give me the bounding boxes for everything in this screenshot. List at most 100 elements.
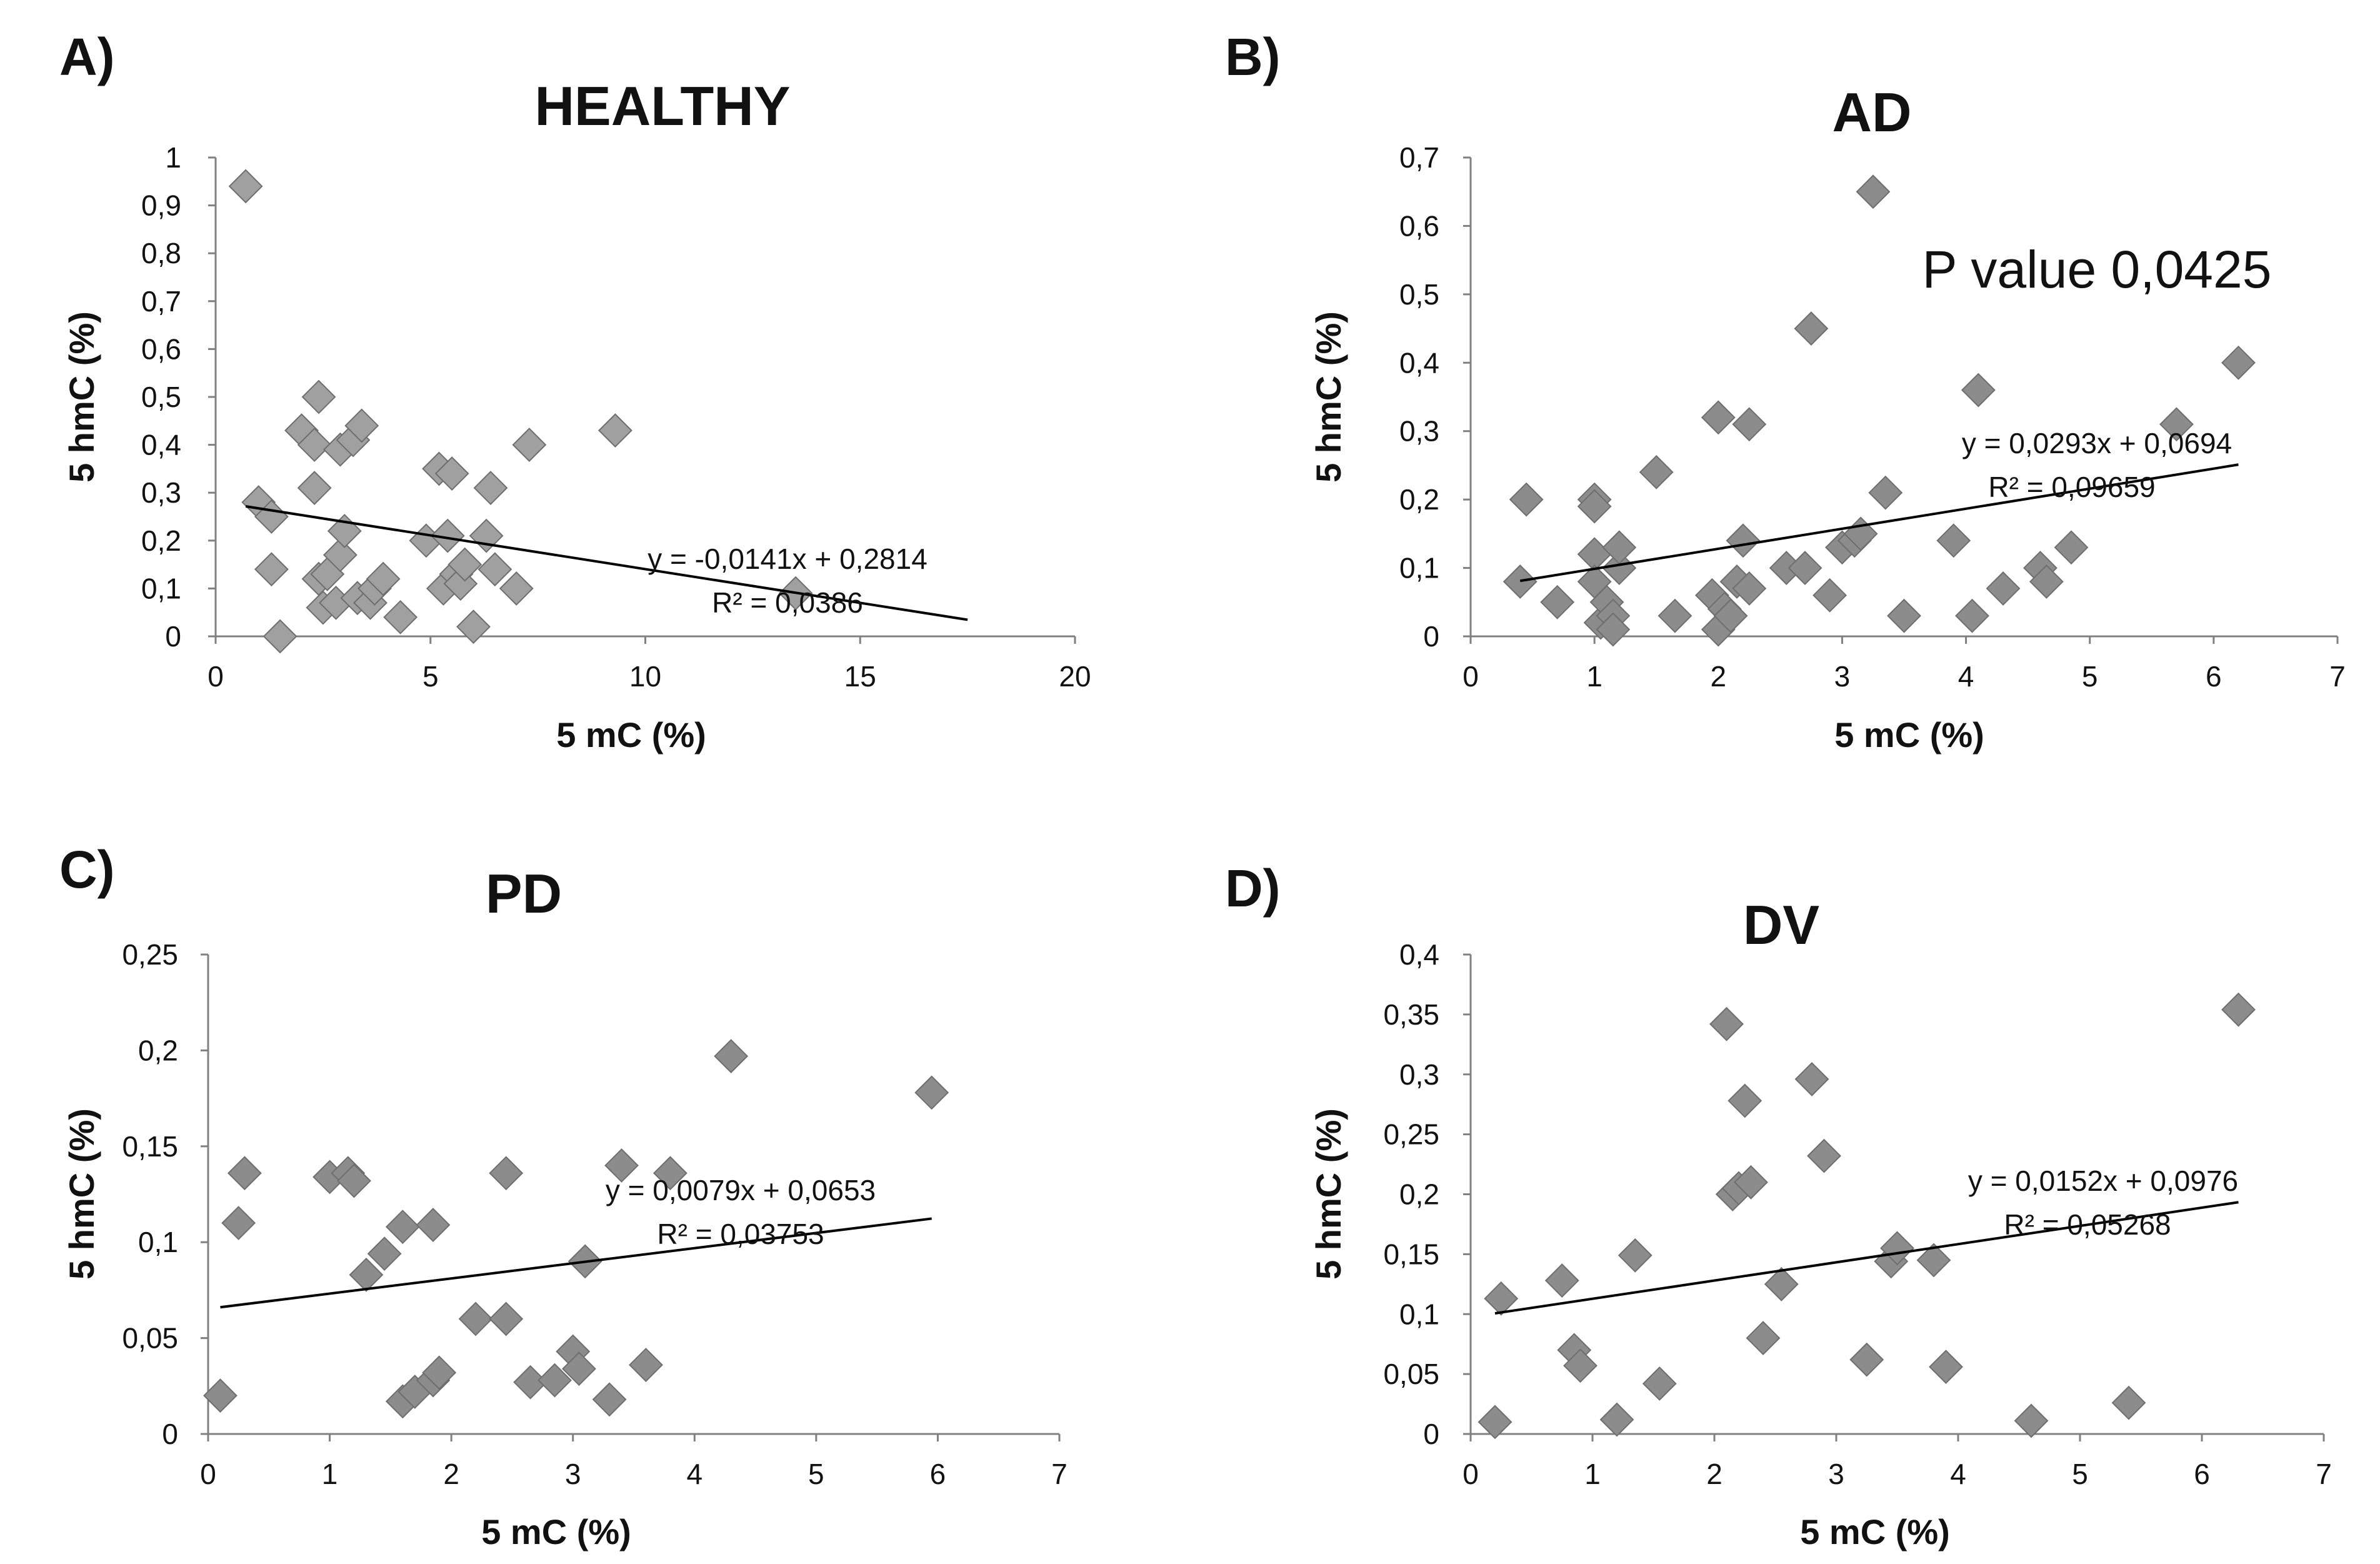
data-point bbox=[499, 571, 534, 606]
data-point bbox=[478, 552, 512, 587]
data-point bbox=[1734, 1165, 1768, 1200]
y-tick-label: 0,1 bbox=[141, 572, 181, 604]
y-tick-label: 0,2 bbox=[1399, 483, 1439, 516]
x-tick-label: 6 bbox=[930, 1458, 946, 1490]
y-tick-label: 0,2 bbox=[141, 524, 181, 557]
data-point bbox=[2014, 1403, 2049, 1438]
x-tick-label: 2 bbox=[1710, 660, 1726, 693]
y-tick-label: 0,2 bbox=[138, 1034, 178, 1066]
x-axis-label: 5 mC (%) bbox=[556, 715, 706, 754]
chart-title: AD bbox=[1832, 81, 1911, 143]
x-tick-label: 3 bbox=[565, 1458, 581, 1490]
x-tick-label: 7 bbox=[2329, 660, 2346, 693]
y-tick-label: 1 bbox=[165, 141, 181, 174]
data-point bbox=[652, 1156, 688, 1191]
data-point bbox=[714, 1039, 749, 1074]
data-point bbox=[1577, 489, 1612, 524]
x-tick-label: 4 bbox=[686, 1458, 702, 1490]
data-point bbox=[337, 1163, 371, 1198]
y-tick-label: 0,7 bbox=[1399, 141, 1439, 174]
data-point bbox=[598, 413, 632, 448]
data-point bbox=[1746, 1321, 1781, 1356]
y-tick-label: 0,3 bbox=[1399, 1058, 1439, 1091]
data-point bbox=[1936, 523, 1971, 558]
data-point bbox=[367, 1236, 402, 1271]
data-point bbox=[385, 1210, 420, 1245]
x-tick-label: 5 bbox=[422, 660, 439, 693]
data-point bbox=[1509, 482, 1544, 517]
y-tick-label: 0,3 bbox=[1399, 415, 1439, 448]
y-axis-label: 5 hmC (%) bbox=[62, 1108, 101, 1280]
y-axis-label: 5 hmC (%) bbox=[1309, 1108, 1348, 1280]
r-squared-label: R² = 0,0386 bbox=[712, 586, 863, 619]
x-tick-label: 2 bbox=[1706, 1458, 1722, 1490]
data-point bbox=[203, 1378, 238, 1413]
x-tick-label: 7 bbox=[1051, 1458, 1068, 1490]
data-point bbox=[1887, 598, 1921, 633]
data-point bbox=[1602, 530, 1637, 565]
data-point bbox=[629, 1348, 663, 1382]
data-point bbox=[221, 1206, 256, 1240]
data-point bbox=[562, 1351, 596, 1386]
data-point bbox=[228, 169, 263, 204]
data-point bbox=[2111, 1385, 2146, 1420]
data-point bbox=[456, 609, 491, 644]
data-point bbox=[1916, 1243, 1951, 1278]
chart-title: PD bbox=[486, 863, 562, 925]
x-tick-label: 4 bbox=[1950, 1458, 1966, 1490]
data-point bbox=[1929, 1350, 1963, 1385]
data-point bbox=[2159, 407, 2194, 442]
data-point bbox=[604, 1148, 639, 1183]
data-point bbox=[2054, 530, 2089, 565]
data-point bbox=[1812, 578, 1848, 613]
data-point bbox=[1709, 1006, 1744, 1041]
data-point bbox=[1788, 551, 1822, 585]
x-tick-label: 6 bbox=[2206, 660, 2222, 693]
y-axis-label: 5 hmC (%) bbox=[1309, 311, 1348, 483]
data-point bbox=[2029, 564, 2064, 599]
y-axis-label: 5 hmC (%) bbox=[62, 311, 101, 483]
y-tick-label: 0,4 bbox=[1399, 938, 1439, 971]
trendline bbox=[1494, 1201, 2239, 1315]
y-tick-label: 0 bbox=[1423, 620, 1439, 653]
x-tick-label: 0 bbox=[208, 660, 224, 693]
chart-title: DV bbox=[1743, 894, 1820, 956]
trendline-equation: y = 0,0152x + 0,0976 bbox=[1968, 1165, 2238, 1197]
data-point bbox=[1807, 1138, 1841, 1173]
data-point bbox=[473, 471, 508, 505]
data-point bbox=[1502, 564, 1538, 599]
x-tick-label: 10 bbox=[629, 660, 661, 693]
x-tick-label: 2 bbox=[443, 1458, 459, 1490]
r-squared-label: R² = 0,05268 bbox=[2004, 1208, 2171, 1241]
r-squared-label: R² = 0,03753 bbox=[657, 1218, 824, 1250]
panel-letter: C) bbox=[59, 840, 115, 899]
data-point bbox=[262, 619, 298, 654]
data-point bbox=[1880, 1231, 1914, 1266]
x-tick-label: 3 bbox=[1834, 660, 1851, 693]
data-point bbox=[1484, 1281, 1519, 1316]
data-point bbox=[1849, 1342, 1884, 1377]
x-axis-label: 5 mC (%) bbox=[481, 1512, 631, 1551]
data-point bbox=[430, 518, 465, 553]
data-point bbox=[1642, 1366, 1677, 1401]
x-tick-label: 0 bbox=[1462, 1458, 1479, 1490]
data-point bbox=[1961, 373, 1996, 408]
chart-panel-4: D) DV 0 0,05 0,1 0,15 0,2 0,25 0,3 0,35 0,4 0 1 2 3 4 5 6… bbox=[1225, 859, 2332, 1551]
x-tick-label: 5 bbox=[2082, 660, 2098, 693]
y-tick-label: 0,35 bbox=[1383, 998, 1439, 1031]
y-tick-label: 0 bbox=[162, 1418, 178, 1450]
data-point bbox=[592, 1382, 627, 1417]
data-point bbox=[1478, 1405, 1512, 1440]
data-point bbox=[422, 1355, 457, 1390]
y-tick-label: 0,15 bbox=[122, 1130, 178, 1163]
y-tick-label: 0,25 bbox=[122, 938, 178, 971]
y-tick-label: 0,5 bbox=[141, 381, 181, 413]
x-tick-label: 5 bbox=[808, 1458, 824, 1490]
trendline-equation: y = -0,0141x + 0,2814 bbox=[648, 543, 928, 575]
x-tick-label: 6 bbox=[2194, 1458, 2210, 1490]
x-tick-label: 0 bbox=[1462, 660, 1479, 693]
y-tick-label: 0,5 bbox=[1399, 278, 1439, 311]
data-point bbox=[297, 471, 332, 505]
